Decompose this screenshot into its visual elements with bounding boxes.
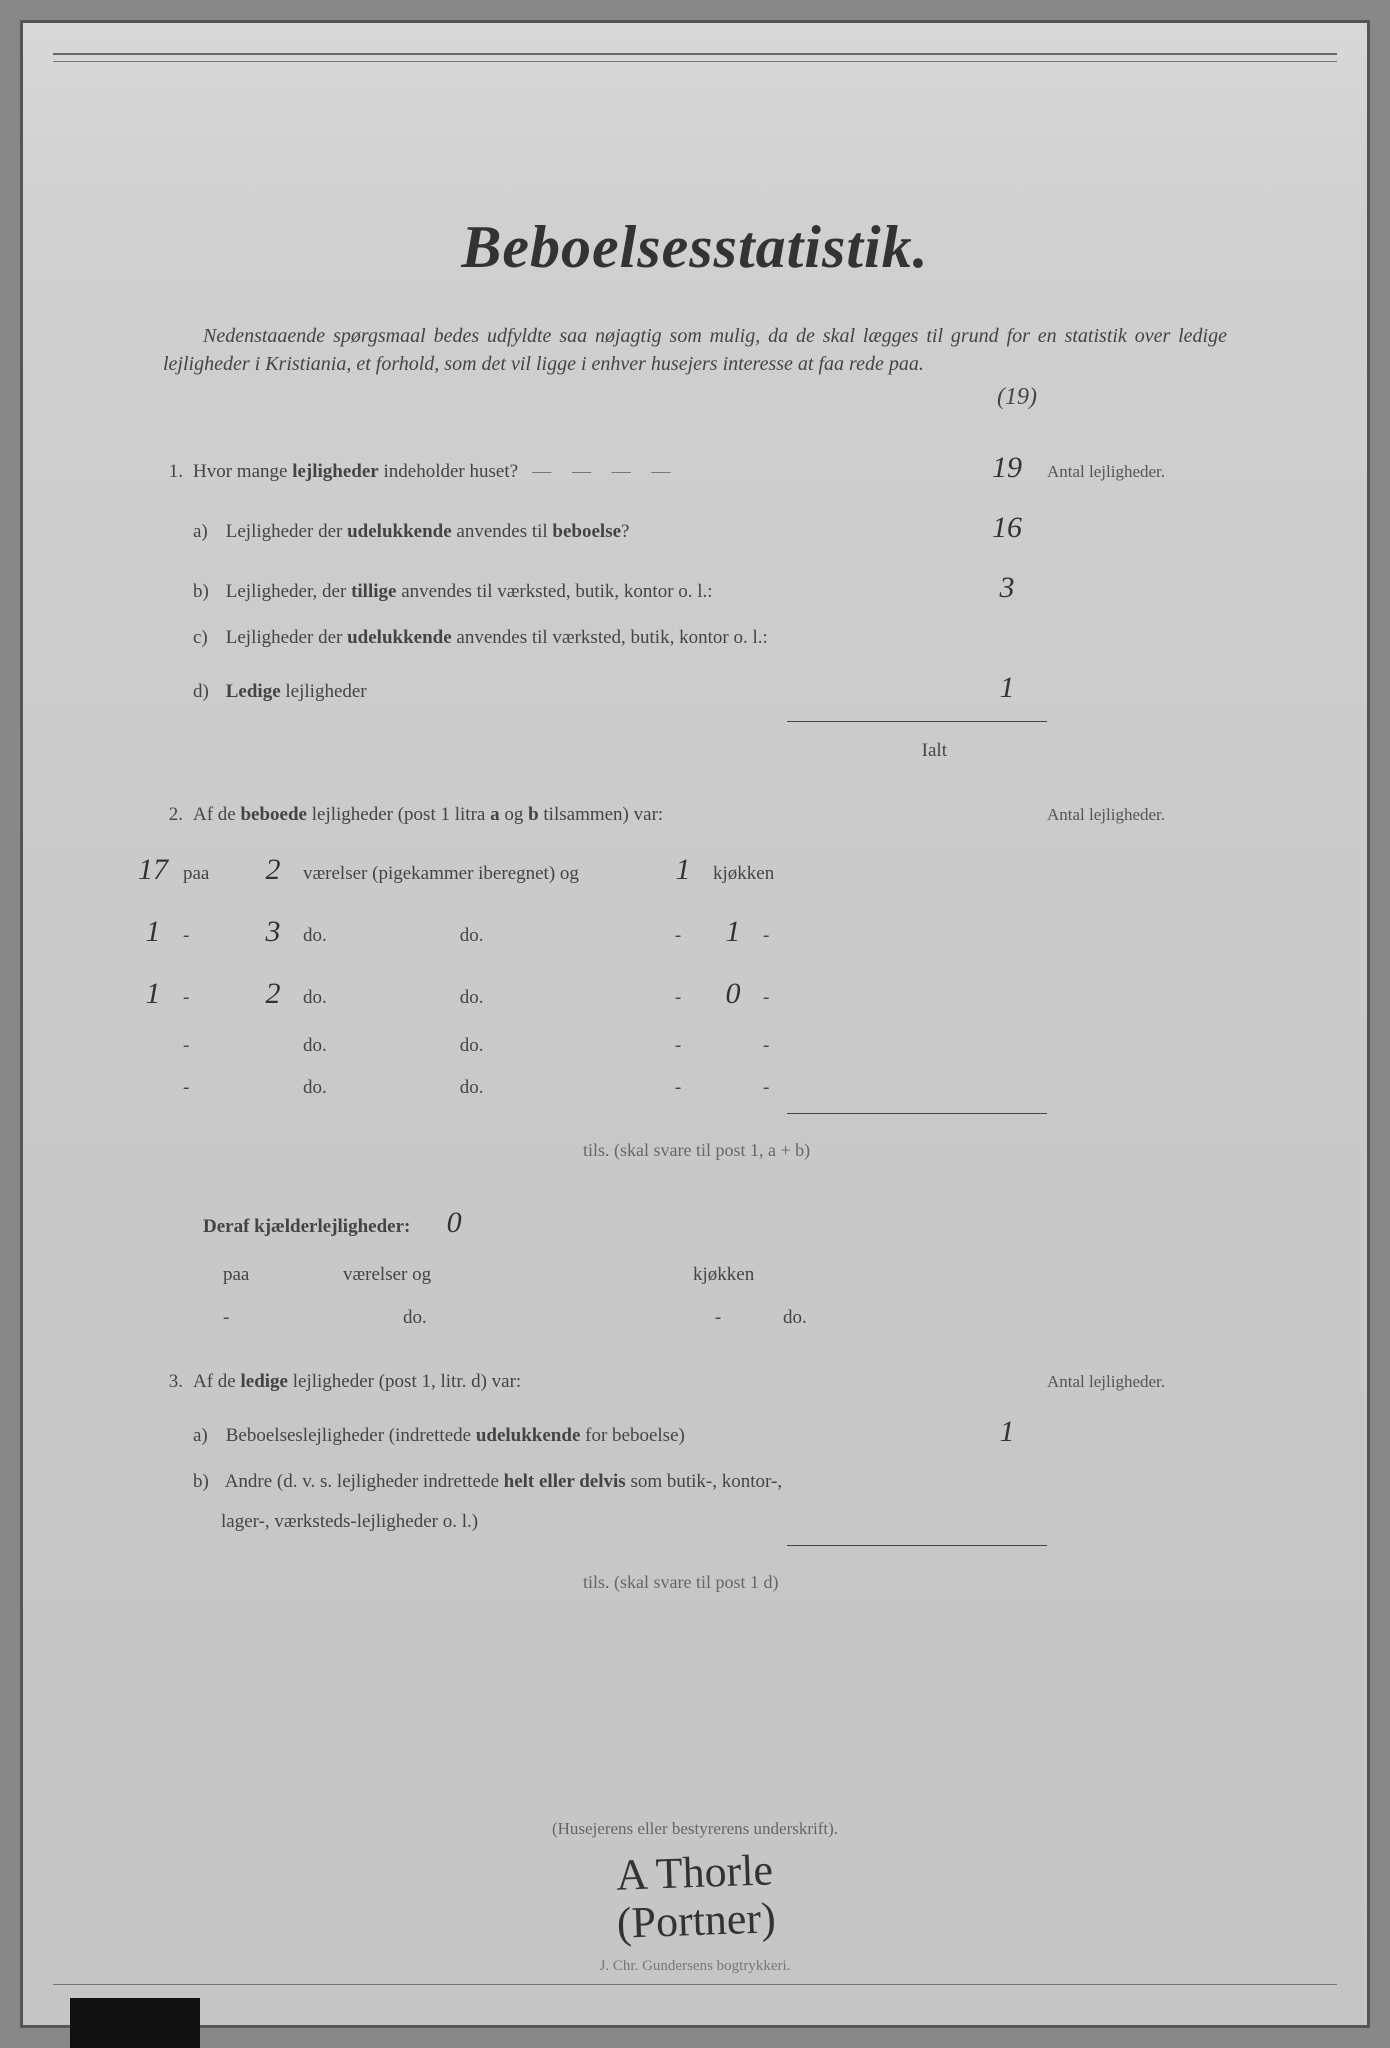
q1b-value: 3 (967, 561, 1047, 615)
deraf-value: 0 (434, 1196, 474, 1250)
document-page: Beboelsesstatistik. Nedenstaaende spørgs… (20, 20, 1370, 2028)
room-row: - do. do. - - (123, 1071, 1227, 1105)
question-1: 1. Hvor mange lejligheder indeholder hus… (163, 441, 1227, 768)
signature-label: (Husejerens eller bestyrerens underskrif… (103, 1819, 1287, 1839)
q2-number: 2. (163, 798, 193, 832)
document-title: Beboelsesstatistik. (103, 213, 1287, 282)
q3b: b) Andre (d. v. s. lejligheder indretted… (193, 1465, 967, 1499)
tils-note-1: tils. (skal svare til post 1, a + b) (583, 1134, 1227, 1166)
q1a: a) Lejligheder der udelukkende anvendes … (193, 515, 967, 549)
q1c: c) Lejligheder der udelukkende anvendes … (193, 621, 967, 655)
q3a: a) Beboelseslejligheder (indrettede udel… (193, 1419, 967, 1453)
room-row: 17 paa 2 værelser (pigekammer iberegnet)… (123, 843, 1227, 897)
intro-paragraph: Nedenstaaende spørgsmaal bedes udfyldte … (163, 322, 1227, 378)
signature: A Thorle (Portner) (614, 1846, 776, 1948)
question-3: 3. Af de ledige lejligheder (post 1, lit… (163, 1365, 1227, 1599)
printer-footer: J. Chr. Gundersens bogtrykkeri. (23, 1958, 1367, 1975)
q1-text: Hvor mange lejligheder indeholder huset?… (193, 455, 967, 489)
film-strip (70, 1998, 200, 2048)
q2-text: Af de beboede lejligheder (post 1 litra … (193, 798, 967, 832)
room-table: 17 paa 2 værelser (pigekammer iberegnet)… (123, 843, 1227, 1105)
q3-unit: Antal lejligheder. (1047, 1367, 1227, 1398)
sum-line-2 (787, 1113, 1047, 1114)
room-row: 1 - 2 do. do. - 0 - (123, 967, 1227, 1021)
room-row: 1 - 3 do. do. - 1 - (123, 905, 1227, 959)
q1-unit: Antal lejligheder. (1047, 457, 1227, 488)
q3b-cont: lager-, værksteds-lejligheder o. l.) (193, 1505, 1227, 1539)
sum-line-1 (787, 721, 1047, 722)
top-handwritten-note: (19) (103, 384, 1287, 411)
q1a-value: 16 (967, 501, 1047, 555)
signature-area: (Husejerens eller bestyrerens underskrif… (103, 1819, 1287, 1946)
q3-number: 3. (163, 1365, 193, 1399)
q1d-value: 1 (967, 661, 1047, 715)
q3-text: Af de ledige lejligheder (post 1, litr. … (193, 1365, 967, 1399)
question-2: 2. Af de beboede lejligheder (post 1 lit… (163, 798, 1227, 1334)
q2-unit: Antal lejligheder. (1047, 800, 1227, 831)
tils-note-2: tils. (skal svare til post 1 d) (583, 1566, 1227, 1598)
q3a-value: 1 (967, 1405, 1047, 1459)
q1b: b) Lejligheder, der tillige anvendes til… (193, 575, 967, 609)
q1-number: 1. (163, 455, 193, 489)
q1-value: 19 (967, 441, 1047, 495)
room-row: - do. do. - - (123, 1029, 1227, 1063)
ialt-label: Ialt (163, 734, 1227, 768)
q1d: d) Ledige lejligheder (193, 675, 967, 709)
deraf-section: Deraf kjælderlejligheder: 0 paa værelser… (203, 1196, 1227, 1334)
sum-line-3 (787, 1545, 1047, 1546)
